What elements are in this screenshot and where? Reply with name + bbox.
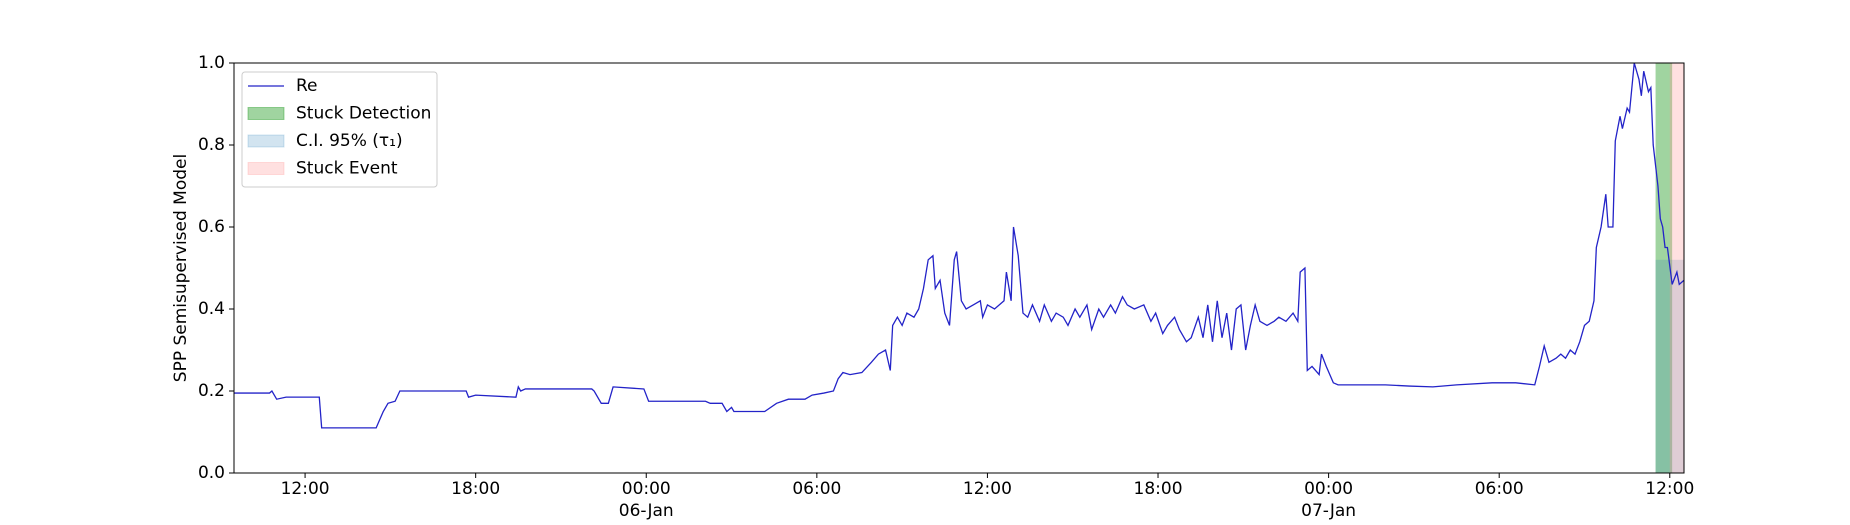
shaded-region	[1655, 259, 1684, 473]
data-line	[234, 62, 1685, 429]
x-tick-label: 06:00	[792, 479, 841, 499]
y-tick-label: 1.0	[198, 53, 225, 73]
x-tick-label: 12:00	[963, 479, 1012, 499]
y-tick-label: 0.6	[198, 217, 225, 237]
x-tick-label: 12:00	[281, 479, 330, 499]
y-tick-label: 0.2	[198, 381, 225, 401]
legend-patch	[247, 107, 285, 120]
axes-frame	[233, 62, 1685, 474]
y-axis-label: SPP Semisupervised Model	[171, 154, 191, 382]
shaded-region	[1655, 63, 1673, 473]
legend-label: Re	[296, 76, 318, 96]
legend-label: Stuck Detection	[296, 104, 431, 124]
x-tick-label: 00:00 07-Jan	[1301, 479, 1356, 521]
legend-patch	[247, 162, 285, 175]
y-tick-label: 0.8	[198, 135, 225, 155]
y-tick-label: 0.0	[198, 463, 225, 483]
legend-label: Stuck Event	[296, 159, 398, 179]
shaded-region	[1669, 63, 1684, 473]
x-tick-label: 06:00	[1475, 479, 1524, 499]
x-tick-label: 12:00	[1645, 479, 1694, 499]
x-tick-label: 18:00	[1134, 479, 1183, 499]
legend-box	[241, 71, 438, 188]
legend-patch	[247, 134, 285, 148]
legend-label: C.I. 95% (τ₁)	[296, 131, 403, 151]
y-tick-label: 0.4	[198, 299, 225, 319]
x-tick-label: 18:00	[451, 479, 500, 499]
